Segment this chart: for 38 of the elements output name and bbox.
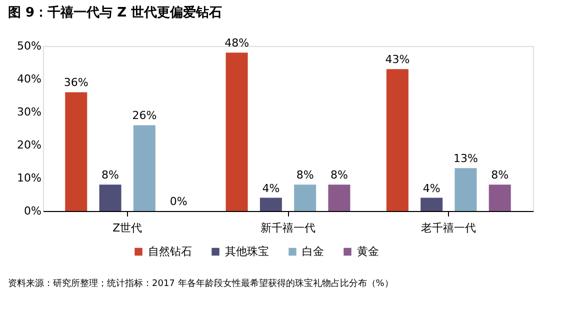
text: 48% — [224, 36, 250, 50]
text: 8% — [102, 168, 119, 182]
text: 8% — [491, 168, 509, 182]
y-tick-label: 50% — [17, 40, 42, 52]
bar — [260, 198, 282, 211]
text: 8% — [330, 168, 348, 182]
text: 8% — [296, 168, 314, 182]
text: 13% — [454, 152, 478, 166]
text: 36% — [64, 76, 88, 90]
text: 43% — [385, 53, 410, 66]
x-tick-label: 老千禧一代 — [421, 222, 476, 234]
bar — [420, 198, 443, 211]
y-tick-label: 40% — [17, 72, 42, 86]
bar — [386, 69, 408, 211]
bar — [328, 184, 350, 211]
chart-title: 图 9：千禧一代与 Z 世代更偏爱钻石 — [8, 4, 222, 21]
legend-label: 其他珠宝 — [225, 244, 269, 258]
text: 0% — [170, 195, 188, 208]
bar — [488, 184, 511, 211]
legend-label: 黄金 — [357, 244, 379, 258]
y-tick-label: 20% — [17, 138, 42, 152]
bar — [133, 125, 156, 211]
legend-label: 自然钻石 — [148, 244, 192, 258]
y-tick-label: 10% — [17, 172, 42, 184]
bar — [65, 92, 88, 211]
text: 资料来源：研究所整理；统计指标：2017 年各年龄段女性最希望获得的珠宝礼物占比分布（%） — [8, 278, 394, 289]
y-tick-label: 30% — [17, 106, 42, 118]
x-tick-label: Z世代 — [112, 222, 142, 234]
text: 26% — [132, 109, 157, 122]
text: 4% — [262, 182, 280, 195]
legend-label: 白金 — [302, 244, 324, 258]
x-tick-label: 新千禧一代 — [260, 222, 316, 234]
text: 4% — [422, 182, 440, 195]
bar — [226, 52, 248, 211]
bar — [99, 184, 122, 211]
bar — [294, 184, 316, 211]
bar — [454, 168, 477, 211]
y-tick-label: 0% — [24, 204, 42, 218]
